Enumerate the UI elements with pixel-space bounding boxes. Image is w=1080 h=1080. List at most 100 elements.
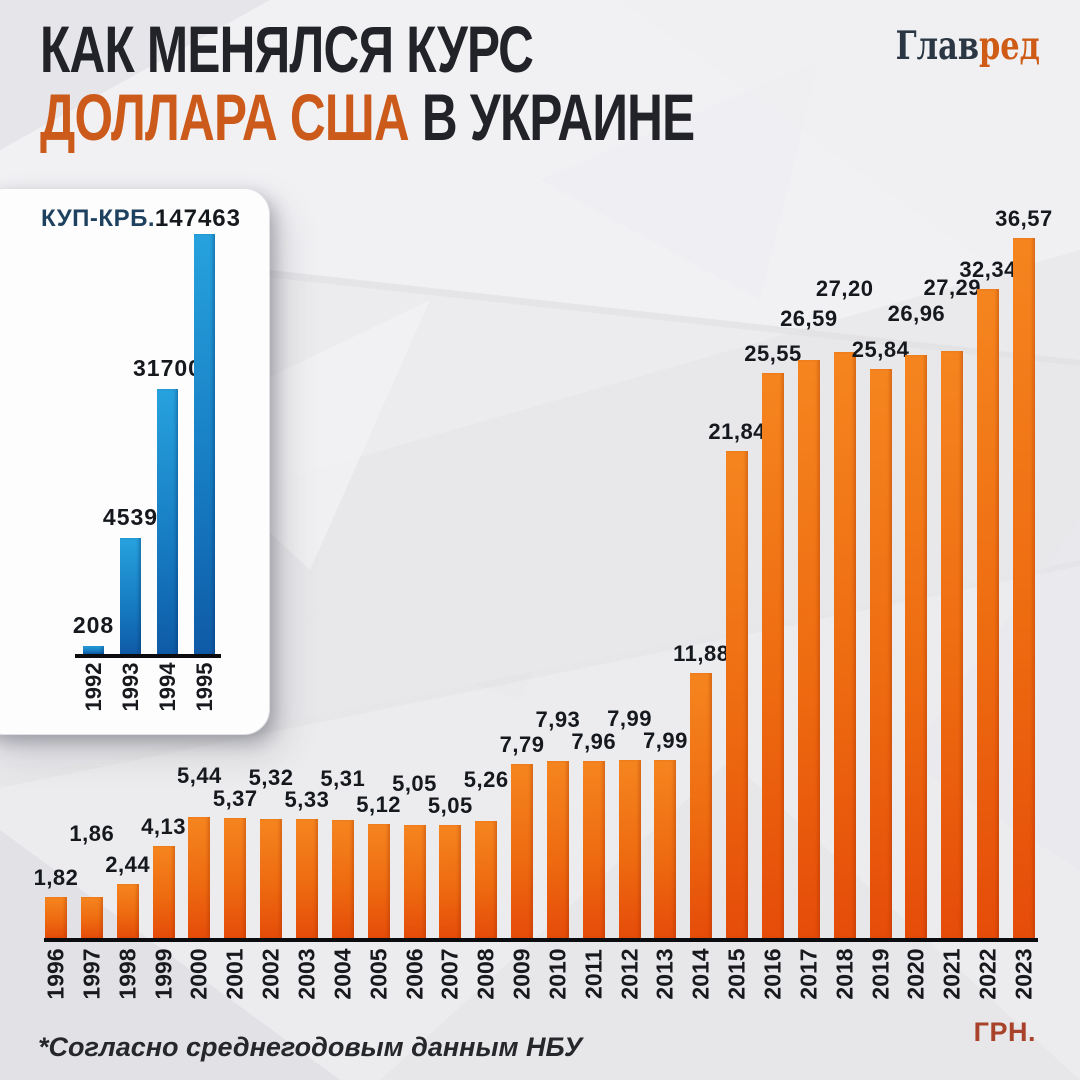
main-year-label-1998: 1998: [114, 948, 141, 1000]
main-bar-2020: [905, 355, 928, 938]
main-bar-2006: [403, 825, 426, 938]
main-year-label-2013: 2013: [651, 948, 678, 1000]
main-year-label-2016: 2016: [759, 948, 786, 1000]
main-value-label-1999: 4,13: [141, 813, 186, 839]
main-year-label-2007: 2007: [436, 948, 463, 1000]
main-bar-2000: [188, 816, 211, 938]
main-year-label-2011: 2011: [580, 949, 607, 999]
main-bar-2001: [224, 818, 247, 938]
main-bar-2015: [726, 451, 749, 938]
inset-value-label-1994: 31700: [133, 355, 202, 381]
main-bar-2003: [295, 819, 318, 938]
main-value-label-2007: 5,05: [427, 793, 473, 819]
inset-year-label-1992: 1992: [80, 662, 106, 712]
inset-x-axis: [75, 654, 221, 658]
main-year-label-1996: 1996: [42, 948, 69, 1000]
main-bar-2023: [1012, 237, 1035, 938]
inset-year-label-1994: 1994: [154, 662, 180, 712]
main-bar-1996: [45, 897, 67, 938]
main-value-label-2019: 25,84: [851, 337, 910, 363]
main-x-axis: [44, 938, 1038, 942]
page-title-rest: В УКРАИНЕ: [408, 80, 695, 154]
main-year-label-2022: 2022: [974, 948, 1001, 1000]
main-value-label-2015: 21,84: [708, 419, 766, 444]
inset-year-label-1993: 1993: [117, 662, 143, 712]
main-year-label-2008: 2008: [472, 948, 499, 1000]
main-value-label-2023: 36,57: [995, 205, 1053, 231]
main-bar-1999: [152, 845, 175, 938]
main-year-label-2023: 2023: [1010, 948, 1037, 1000]
main-year-label-2019: 2019: [867, 948, 894, 1000]
main-value-label-2003: 5,33: [284, 787, 330, 813]
main-value-label-2010: 7,93: [535, 707, 581, 733]
inset-bar-1993: [120, 538, 141, 654]
main-year-label-2018: 2018: [831, 948, 858, 1000]
main-year-label-2006: 2006: [401, 948, 427, 1000]
page-title: КАК МЕНЯЛСЯ КУРС ДОЛЛАРА США В УКРАИНЕ: [40, 15, 913, 151]
main-value-label-2018: 27,20: [815, 276, 874, 302]
main-value-label-1996: 1,82: [33, 865, 79, 891]
main-value-label-2005: 5,12: [356, 791, 402, 817]
main-year-label-2000: 2000: [185, 948, 212, 1000]
main-value-label-2001: 5,37: [212, 786, 258, 812]
main-year-label-2020: 2020: [902, 948, 929, 1000]
main-value-label-2022: 32,34: [959, 257, 1017, 283]
inset-bar-1995: [194, 234, 215, 654]
inset-value-label-1993: 4539: [102, 504, 159, 530]
main-bar-2021: [941, 351, 964, 938]
main-value-label-1997: 1,86: [69, 820, 115, 846]
main-bar-2014: [690, 673, 713, 938]
main-year-label-2004: 2004: [329, 948, 356, 1000]
main-value-label-2000: 5,44: [176, 762, 222, 788]
main-year-label-2009: 2009: [508, 948, 535, 1000]
main-value-label-2006: 5,05: [392, 771, 437, 797]
main-value-label-2016: 25,55: [744, 340, 802, 366]
logo-text-dark: Глав: [895, 23, 980, 69]
source-footnote: *Согласно среднегодовым данным НБУ: [38, 1032, 583, 1062]
main-bar-2008: [475, 820, 498, 938]
main-year-label-1999: 1999: [150, 948, 177, 1000]
main-year-label-2001: 2001: [221, 948, 248, 1000]
main-year-label-2003: 2003: [293, 948, 320, 1000]
main-year-label-2017: 2017: [795, 948, 822, 1000]
main-bar-2004: [331, 819, 354, 938]
inset-year-label-1995: 1995: [191, 662, 217, 712]
main-value-label-2021: 27,29: [923, 275, 982, 301]
main-year-label-2002: 2002: [257, 948, 284, 1000]
main-bar-2018: [833, 352, 856, 938]
inset-top-value-label: 147463: [154, 205, 241, 232]
main-bar-2009: [511, 764, 534, 938]
glavred-logo: Главред: [896, 24, 1040, 68]
main-year-label-2012: 2012: [616, 948, 643, 1000]
main-bar-2013: [654, 759, 677, 938]
main-value-label-1998: 2,44: [105, 851, 151, 877]
main-value-label-2013: 7,99: [643, 727, 688, 753]
main-year-label-2014: 2014: [687, 948, 714, 1000]
main-value-label-2011: 7,96: [571, 728, 617, 754]
main-bar-2010: [546, 761, 569, 938]
main-value-label-2017: 26,59: [780, 305, 838, 331]
main-bar-2016: [762, 372, 784, 938]
main-value-label-2009: 7,79: [499, 732, 545, 758]
inset-bar-1992: [83, 646, 104, 654]
main-bar-2017: [797, 359, 820, 938]
main-value-label-2002: 5,32: [248, 765, 294, 791]
inset-bar-1994: [157, 389, 178, 654]
currency-unit-label: ГРН.: [973, 1017, 1036, 1047]
main-bar-1997: [80, 896, 103, 938]
inset-chart-card: КУП-КРБ. 147463 208 1992 4539 1993 31700 1994…: [0, 188, 270, 735]
main-year-label-2005: 2005: [365, 948, 392, 1000]
inset-chart-title: КУП-КРБ.: [41, 205, 155, 232]
main-bar-2012: [618, 759, 641, 938]
logo-text-orange: ред: [979, 23, 1040, 69]
page-title-accent: ДОЛЛАРА США: [40, 80, 410, 154]
main-value-label-2012: 7,99: [607, 705, 653, 731]
main-year-label-2010: 2010: [544, 948, 571, 1000]
main-bar-2022: [977, 289, 1000, 938]
main-year-label-2021: 2021: [938, 948, 965, 1000]
main-bar-1998: [116, 883, 139, 938]
main-bar-2011: [582, 760, 605, 938]
main-value-label-2020: 26,96: [887, 301, 946, 327]
